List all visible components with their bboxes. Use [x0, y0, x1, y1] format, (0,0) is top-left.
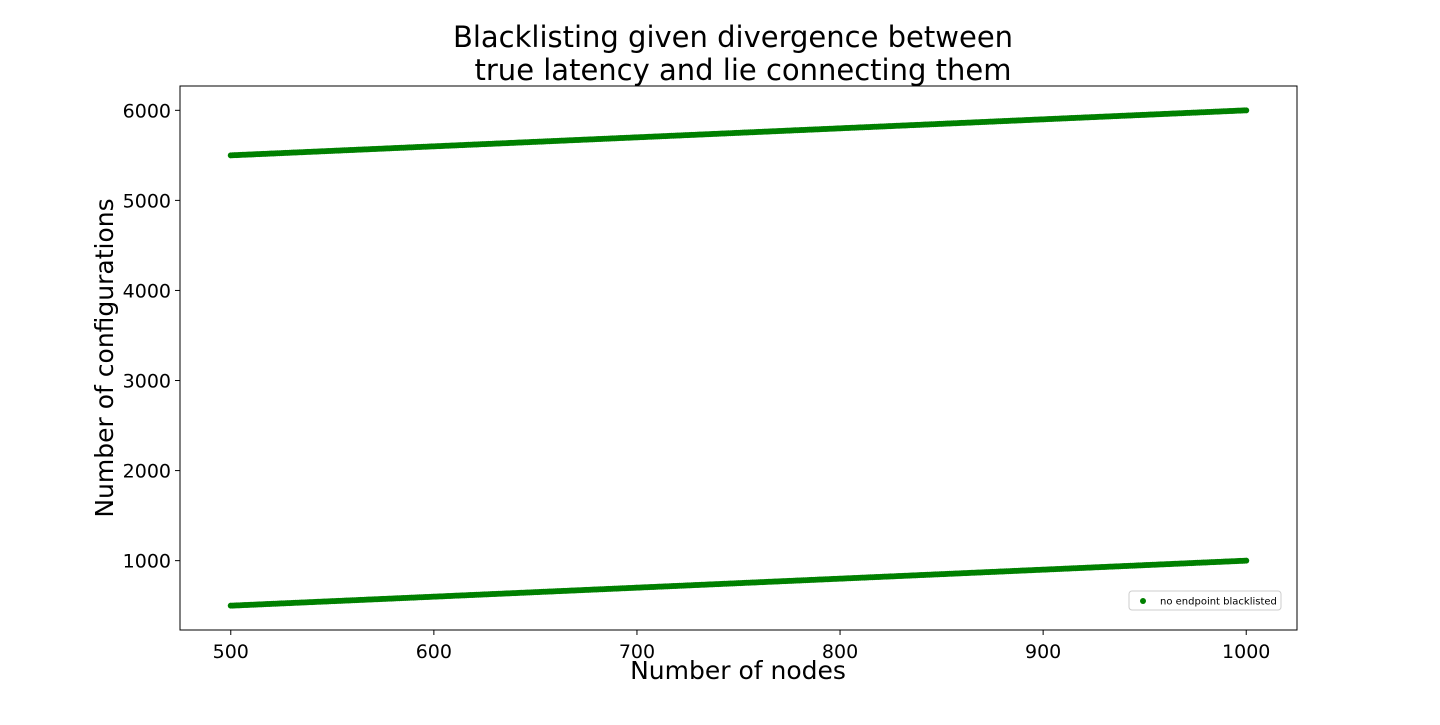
plot-area: [227, 107, 1250, 609]
legend-box: [1128, 590, 1282, 611]
y-tick-label: 2000: [123, 461, 171, 483]
legend-marker: [1140, 598, 1146, 604]
y-tick-label: 5000: [123, 190, 171, 212]
x-tick-label: 500: [213, 641, 249, 663]
y-axis: 1000 2000 3000 4000 5000 6000: [123, 100, 180, 573]
legend-label: no endpoint blacklisted: [1160, 597, 1277, 608]
chart-title-line-2: true latency and lie connecting them: [475, 53, 1012, 87]
point-band-1: [227, 557, 1250, 609]
point-band-2: [227, 107, 1250, 159]
plot-frame: [179, 85, 1298, 631]
x-axis-label: Number of nodes: [630, 656, 846, 685]
x-axis: 500 600 700 800 900 1000: [213, 630, 1270, 663]
x-tick-label: 700: [619, 641, 655, 663]
y-tick-label: 1000: [123, 551, 171, 573]
x-tick-label: 1000: [1222, 641, 1270, 663]
data-point: [1243, 557, 1250, 564]
y-axis-label: Number of configurations: [90, 198, 119, 517]
data-point: [1243, 107, 1250, 114]
chart-title-line-1: Blacklisting given divergence between: [453, 20, 1013, 54]
x-tick-label: 900: [1025, 641, 1061, 663]
y-tick-label: 6000: [123, 100, 171, 122]
x-tick-label: 600: [416, 641, 452, 663]
y-tick-label: 3000: [123, 371, 171, 393]
legend: no endpoint blacklisted: [1128, 590, 1282, 611]
y-tick-label: 4000: [123, 280, 171, 302]
x-tick-label: 800: [822, 641, 858, 663]
